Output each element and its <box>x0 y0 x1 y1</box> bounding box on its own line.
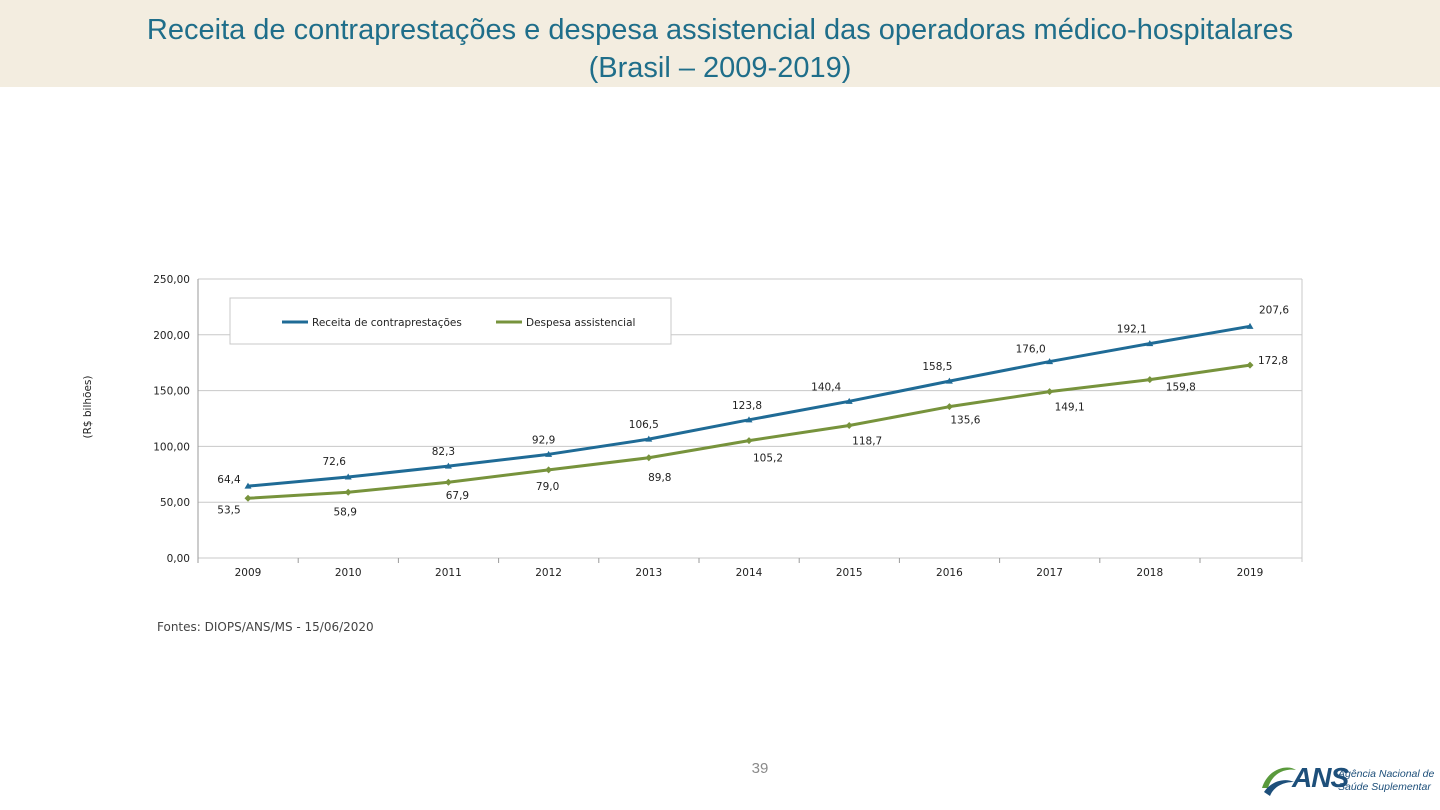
x-tick-label: 2016 <box>936 567 963 579</box>
source-note: Fontes: DIOPS/ANS/MS - 15/06/2020 <box>157 620 374 634</box>
data-point <box>845 422 853 430</box>
data-label: 140,4 <box>811 381 841 393</box>
page-title-line1: Receita de contraprestações e despesa as… <box>146 14 1294 46</box>
title-band: Receita de contraprestações e despesa as… <box>0 0 1440 87</box>
data-label: 72,6 <box>323 456 347 468</box>
data-label: 64,4 <box>217 474 241 486</box>
data-label: 192,1 <box>1117 324 1147 336</box>
page-number: 39 <box>751 760 769 777</box>
x-tick-label: 2018 <box>1136 567 1163 579</box>
data-point <box>1046 358 1054 365</box>
logo-agency-line2: Saúde Suplementar <box>1338 781 1431 793</box>
x-tick-label: 2013 <box>635 567 662 579</box>
x-tick-label: 2019 <box>1237 567 1264 579</box>
data-label: 176,0 <box>1016 344 1046 356</box>
data-label: 207,6 <box>1259 304 1289 316</box>
y-tick-label: 200,00 <box>153 330 190 342</box>
data-point <box>645 454 653 462</box>
data-point <box>645 435 653 442</box>
data-label: 135,6 <box>950 415 980 427</box>
y-tick-label: 250,00 <box>153 274 190 286</box>
data-point <box>545 450 553 457</box>
data-point <box>545 466 553 474</box>
data-label: 149,1 <box>1055 402 1085 414</box>
ans-logo: ANS Agência Nacional de Saúde Suplementa… <box>1258 758 1435 800</box>
x-tick-label: 2009 <box>235 567 262 579</box>
data-point <box>444 462 452 469</box>
data-point <box>945 403 953 411</box>
data-point <box>1146 376 1154 384</box>
data-point <box>1246 361 1254 369</box>
data-label: 106,5 <box>629 419 659 431</box>
data-label: 172,8 <box>1258 355 1288 367</box>
page-title-line2: (Brasil – 2009-2019) <box>588 52 852 84</box>
data-point <box>1146 340 1154 347</box>
data-label: 82,3 <box>432 446 455 458</box>
ans-logo-swoosh-icon <box>1262 767 1296 796</box>
data-label: 158,5 <box>922 361 952 373</box>
data-label: 123,8 <box>732 400 762 412</box>
data-point <box>945 377 953 384</box>
data-point <box>444 478 452 486</box>
data-point <box>845 397 853 404</box>
data-point <box>244 494 252 502</box>
data-point <box>344 473 352 480</box>
data-point <box>745 416 753 423</box>
y-axis-label: (R$ bilhões) <box>82 375 94 438</box>
y-tick-label: 150,00 <box>153 386 190 398</box>
logo-agency-line1: Agência Nacional de <box>1338 768 1435 780</box>
x-tick-label: 2014 <box>736 567 763 579</box>
data-label: 89,8 <box>648 472 671 484</box>
y-tick-label: 100,00 <box>153 441 190 453</box>
data-point <box>1046 388 1054 396</box>
data-label: 79,0 <box>536 481 559 493</box>
x-tick-label: 2017 <box>1036 567 1063 579</box>
x-tick-label: 2012 <box>535 567 562 579</box>
x-tick-label: 2010 <box>335 567 362 579</box>
series-line <box>247 363 1251 500</box>
legend-label: Despesa assistencial <box>526 317 635 329</box>
data-label: 58,9 <box>334 506 357 518</box>
data-point <box>1246 322 1254 329</box>
data-label: 118,7 <box>852 436 882 448</box>
x-tick-label: 2011 <box>435 567 462 579</box>
y-tick-label: 0,00 <box>167 553 190 565</box>
data-point <box>745 437 753 445</box>
data-label: 53,5 <box>217 504 240 516</box>
data-label: 67,9 <box>446 490 469 502</box>
data-point <box>244 482 252 489</box>
y-tick-label: 50,00 <box>160 497 190 509</box>
data-label: 92,9 <box>532 434 555 446</box>
legend-label: Receita de contraprestações <box>312 317 462 329</box>
x-tick-label: 2015 <box>836 567 863 579</box>
data-point <box>344 488 352 496</box>
data-label: 159,8 <box>1166 382 1196 394</box>
data-label: 105,2 <box>753 453 783 465</box>
logo-ans-text: ANS <box>1292 762 1349 793</box>
